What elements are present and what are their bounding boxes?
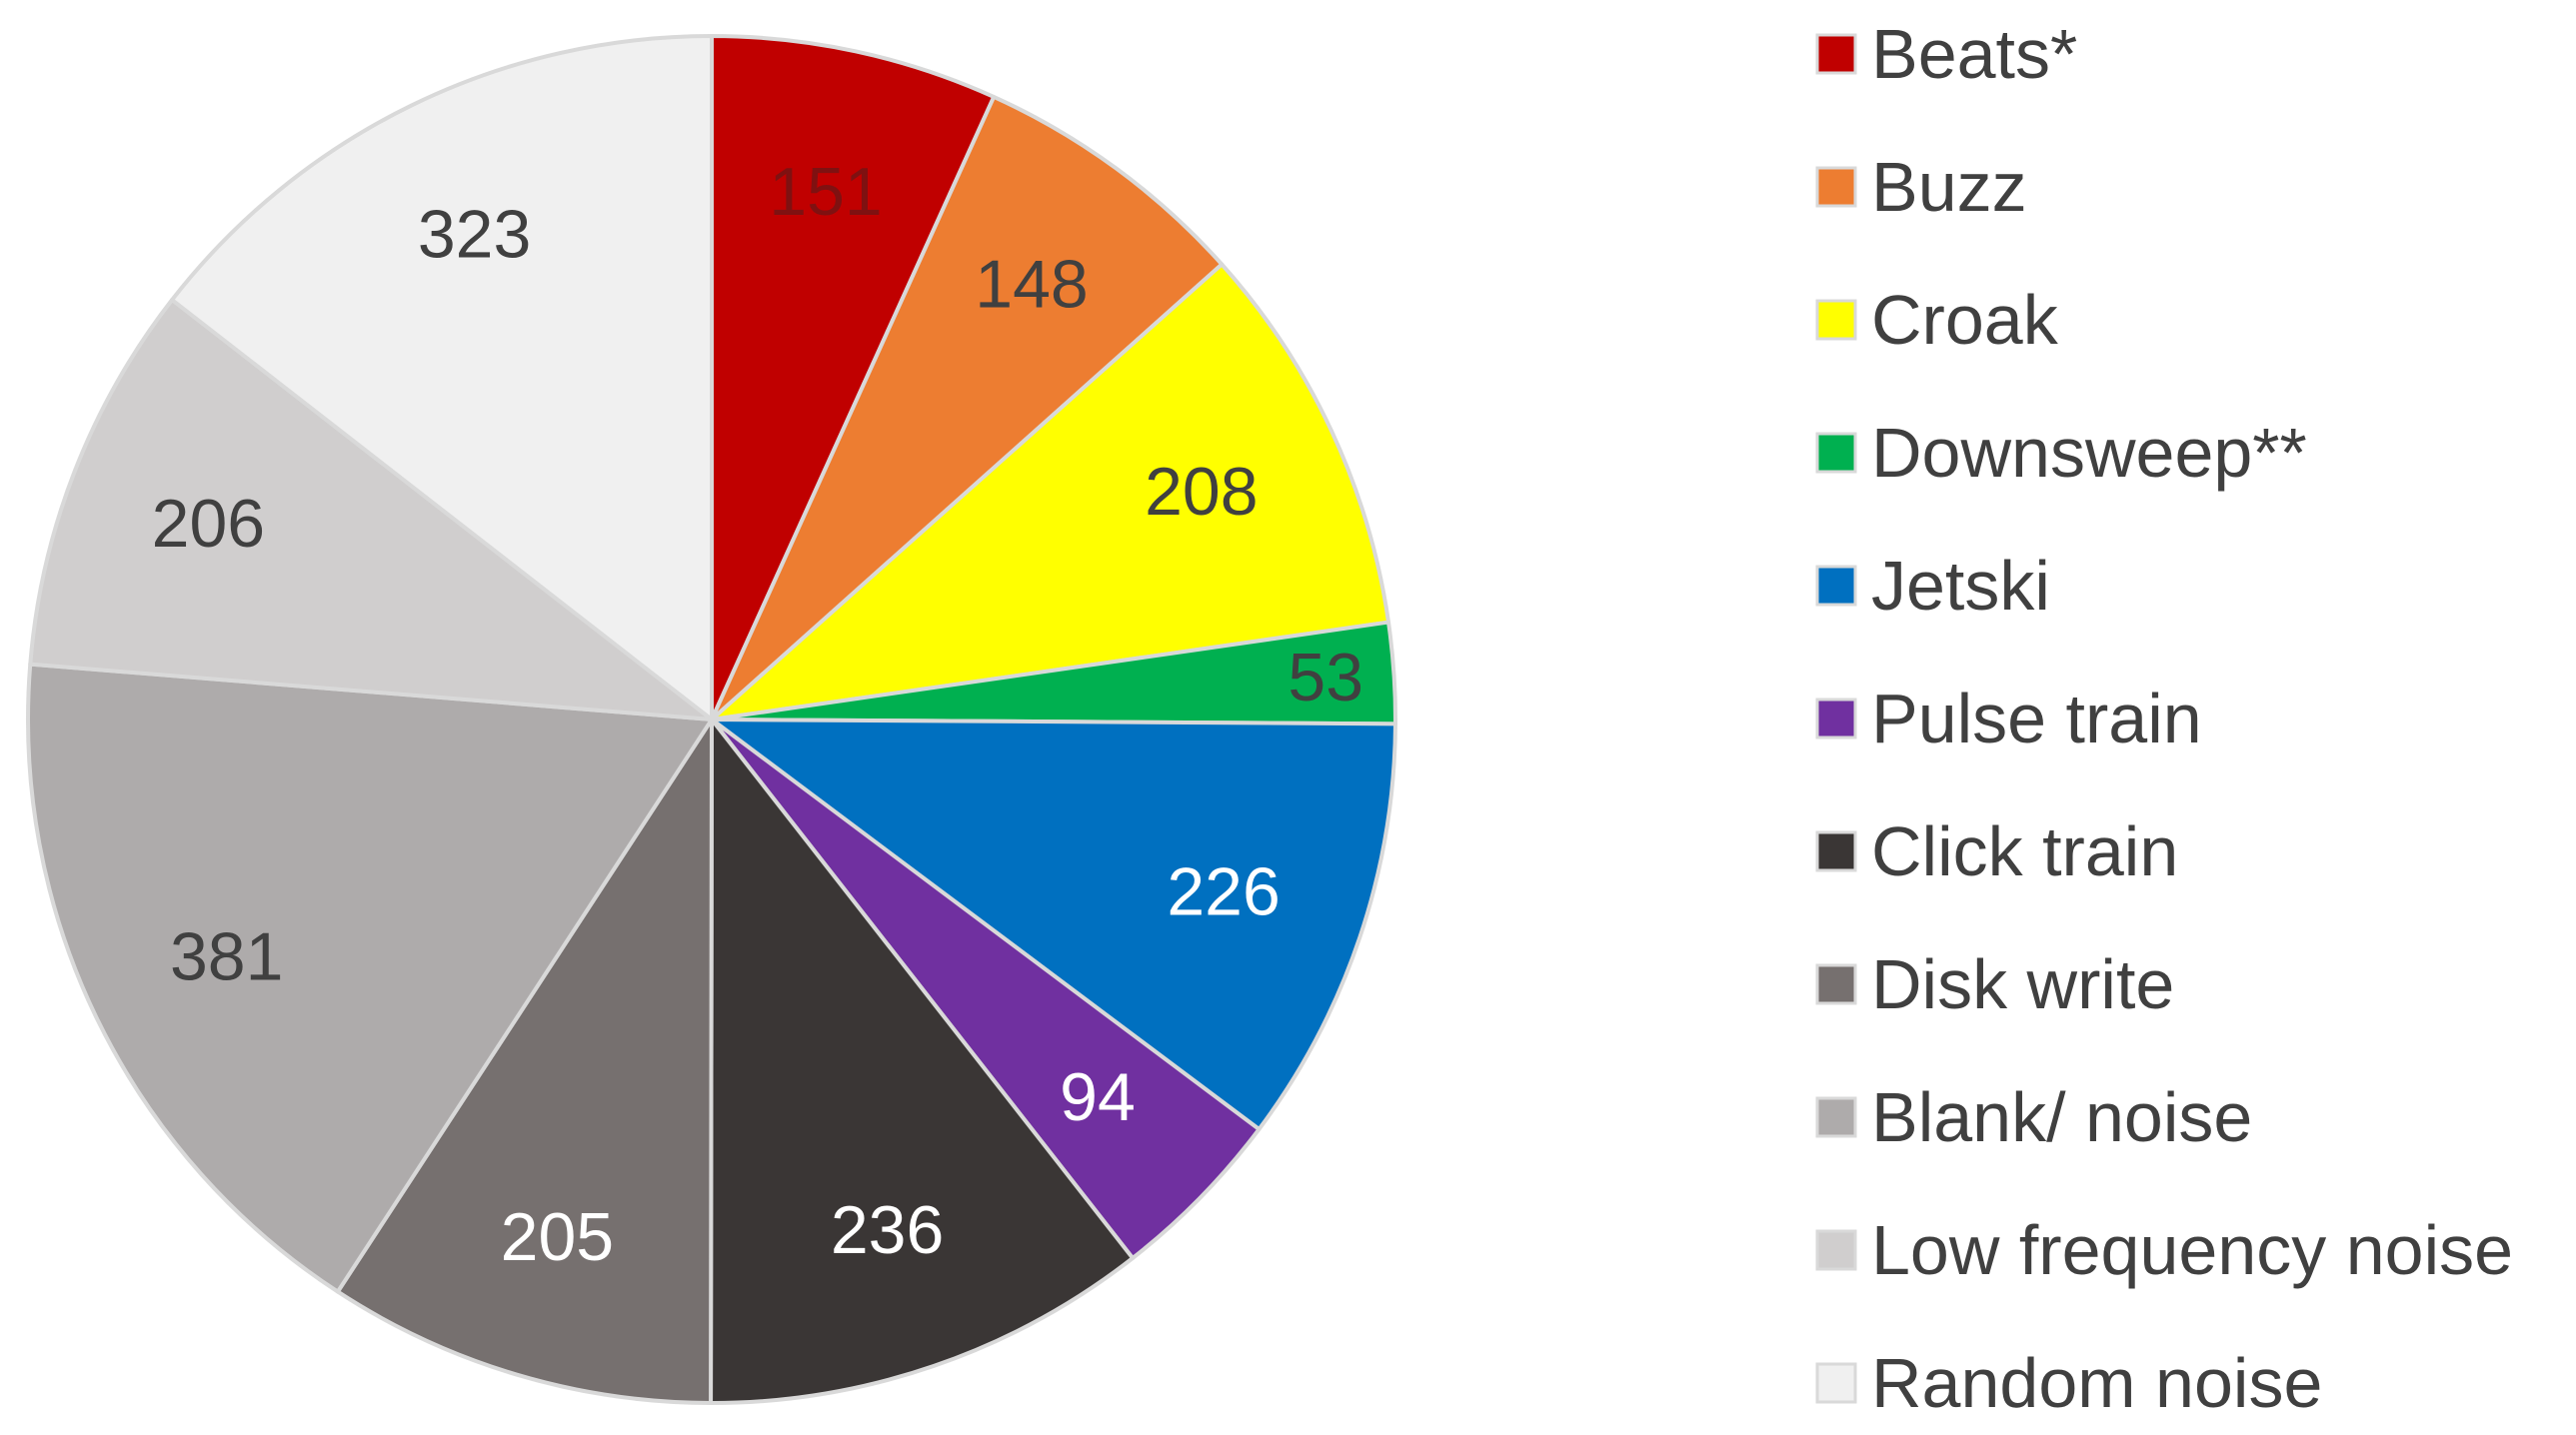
legend-swatch [1815,1229,1857,1271]
legend-swatch [1815,33,1857,75]
pie-slice-pulse-train [710,718,1262,1260]
data-label-blank-noise: 381 [170,919,283,995]
legend-item-blank-noise: Blank/ noise [1815,1078,2252,1156]
legend-label: Jetski [1871,547,2050,625]
legend-swatch [1815,1096,1857,1138]
legend-item-buzz: Buzz [1815,148,2027,226]
pie-slice-croak [710,262,1391,721]
pie-slice-low-frequency-noise [28,298,714,721]
legend-label: Blank/ noise [1871,1078,2252,1156]
legend-swatch [1815,565,1857,607]
pie-slice-click-train [709,718,1136,1406]
legend-label: Downsweep** [1871,414,2307,492]
data-label-low-frequency-noise: 206 [152,486,265,562]
legend-label: Pulse train [1871,680,2202,757]
legend-swatch [1815,432,1857,474]
pie-slices [26,34,1397,1406]
pie-slice-buzz [710,94,1225,721]
data-label-croak: 208 [1145,454,1258,530]
legend-label: Low frequency noise [1871,1211,2513,1289]
legend-swatch [1815,1362,1857,1404]
legend-swatch [1815,830,1857,872]
pie-slice-labels: 151 148 208 53 226 94 236 205 381 206 323 [152,154,1363,1275]
legend-label: Croak [1871,281,2059,359]
data-label-jetski: 226 [1167,853,1280,929]
legend-item-random-noise: Random noise [1815,1344,2322,1422]
legend-item-downsweep: Downsweep** [1815,414,2307,492]
legend-label: Random noise [1871,1344,2322,1422]
pie-slice-blank-noise [26,662,714,1294]
legend-item-click-train: Click train [1815,812,2178,890]
pie-slice-disk-write [335,718,714,1405]
data-label-buzz: 148 [975,247,1088,323]
legend-swatch [1815,698,1857,739]
legend-item-jetski: Jetski [1815,547,2050,625]
data-label-click-train: 236 [831,1192,944,1268]
pie-slice-beats [710,34,997,721]
pie-slice-jetski [710,718,1397,1132]
legend-label: Disk write [1871,945,2174,1023]
legend-label: Beats* [1871,15,2077,93]
pie-slice-random-noise [170,34,714,721]
legend-label: Click train [1871,812,2178,890]
legend-item-croak: Croak [1815,281,2059,359]
legend-swatch [1815,166,1857,208]
legend-swatch [1815,963,1857,1005]
legend-item-beats: Beats* [1815,15,2077,93]
data-label-random-noise: 323 [418,197,531,273]
legend-label: Buzz [1871,148,2027,226]
legend-swatch [1815,299,1857,341]
data-label-downsweep: 53 [1288,640,1363,716]
data-label-beats: 151 [769,154,882,230]
legend-item-low-frequency-noise: Low frequency noise [1815,1211,2513,1289]
legend: Beats* Buzz Croak Downsweep** Jetski Pulse tr… [1815,15,2513,1422]
legend-item-pulse-train: Pulse train [1815,680,2202,757]
data-label-pulse-train: 94 [1060,1059,1136,1135]
data-label-disk-write: 205 [501,1199,614,1275]
legend-item-disk-write: Disk write [1815,945,2174,1023]
